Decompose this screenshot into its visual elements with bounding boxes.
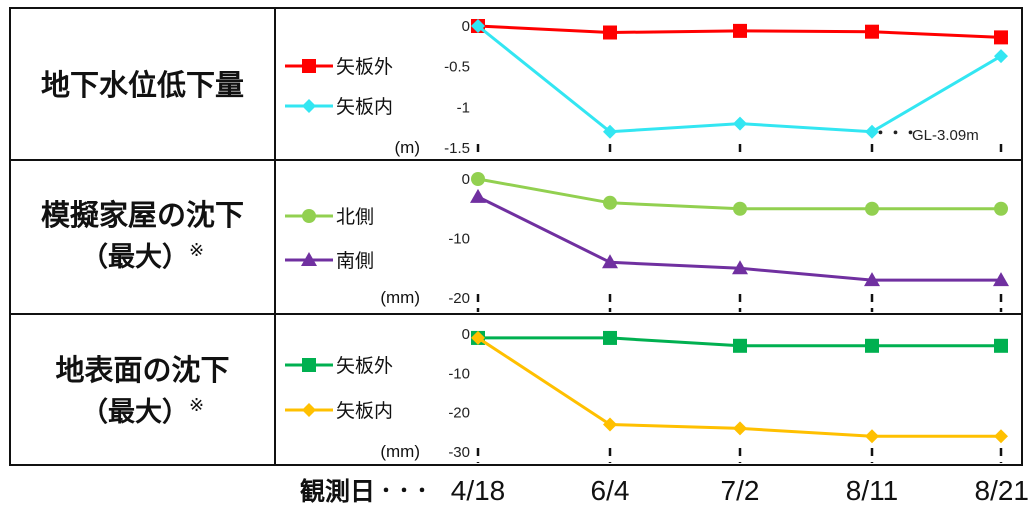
data-point <box>471 172 485 186</box>
annotation: ・・・GL-3.09m <box>873 125 979 144</box>
series-2 <box>471 19 1008 139</box>
y-tick-label: -0.5 <box>444 59 470 76</box>
data-point <box>733 201 747 216</box>
data-point <box>733 338 747 353</box>
y-tick-label: -20 <box>448 290 470 307</box>
data-point <box>733 421 747 436</box>
data-point <box>994 429 1008 444</box>
panel-title: 地表面の沈下 <box>55 353 229 387</box>
data-point <box>994 49 1008 64</box>
series-1 <box>471 172 1008 216</box>
legend-marker <box>302 358 316 372</box>
panel-title: 地下水位低下量 <box>41 68 244 102</box>
data-point <box>865 201 879 216</box>
legend-label: 北側 <box>336 206 374 228</box>
panel-title: 模擬家屋の沈下 <box>41 198 244 232</box>
data-point <box>603 330 617 345</box>
x-axis-title: 観測日 <box>300 477 375 506</box>
panel-frames <box>9 7 1023 466</box>
x-tick-label: 4/18 <box>451 475 506 506</box>
y-unit-label: (m) <box>395 138 420 157</box>
y-unit-label: (mm) <box>380 288 420 307</box>
legend-entry-2: 矢板内 <box>285 96 393 118</box>
legend-entry-2: 南側 <box>285 250 374 272</box>
x-tick-label: 7/2 <box>721 475 760 506</box>
x-tick-label: 8/21 <box>975 475 1030 506</box>
panel-title-1: 地下水位低下量 <box>41 68 244 102</box>
legend-label: 矢板内 <box>336 400 393 422</box>
data-point <box>733 116 747 131</box>
data-point <box>865 124 879 139</box>
plot-areas: 0-0.5-1-1.5(m)矢板外矢板内・・・GL-3.09m0-10-20(m… <box>285 18 1009 463</box>
y-tick-label: 0 <box>462 18 470 35</box>
y-tick-label: -20 <box>448 405 470 422</box>
panel-subtitle-text: （最大） <box>81 397 189 428</box>
series-line <box>477 24 1002 134</box>
annotation-label: GL-3.09m <box>912 127 979 144</box>
data-point <box>603 25 617 40</box>
data-point <box>471 19 485 33</box>
y-unit-label: (mm) <box>380 442 420 461</box>
data-point <box>603 195 617 210</box>
outer-frame <box>9 7 1023 466</box>
legend-label: 矢板内 <box>336 96 393 118</box>
data-point <box>603 124 617 139</box>
legend-marker <box>302 209 316 223</box>
y-tick-label: -10 <box>448 231 470 248</box>
x-tick-label: 6/4 <box>591 475 630 506</box>
legend-label: 矢板外 <box>336 56 393 78</box>
x-tick-label: 8/11 <box>846 475 898 506</box>
series-2 <box>471 330 1008 444</box>
legend-marker <box>302 403 316 417</box>
y-tick-label: -1.5 <box>444 140 470 157</box>
y-tick-label: -30 <box>448 444 470 461</box>
data-point <box>602 254 618 269</box>
legend-marker <box>302 59 316 73</box>
legend-marker <box>302 99 316 113</box>
data-point <box>471 330 485 345</box>
legend-entry-2: 矢板内 <box>285 400 393 422</box>
y-tick-label: -1 <box>457 99 470 116</box>
panel-subtitle-text: （最大） <box>81 242 189 273</box>
data-point <box>732 260 748 275</box>
panel-title-2: 模擬家屋の沈下 （最大）※ <box>41 198 244 273</box>
legend-label: 矢板外 <box>336 355 393 377</box>
panel-subtitle: （最大）※ <box>81 240 204 273</box>
data-point <box>994 30 1008 45</box>
x-axis: 観測日 ・・・ 4/18 6/4 7/2 8/11 8/21 <box>300 475 1029 506</box>
legend-label: 南側 <box>336 250 374 272</box>
panel-title-3: 地表面の沈下 （最大）※ <box>55 353 229 428</box>
data-point <box>733 23 747 38</box>
y-tick-label: 0 <box>462 171 470 188</box>
y-tick-label: -10 <box>448 365 470 382</box>
panel-title-note: ※ <box>189 240 204 261</box>
data-point <box>865 24 879 39</box>
y-tick-label: 0 <box>462 326 470 343</box>
data-point <box>994 201 1008 216</box>
annotation-dots: ・・・ <box>873 125 918 142</box>
panel-subtitle: （最大）※ <box>81 395 204 428</box>
data-point <box>864 272 880 287</box>
data-point <box>994 338 1008 353</box>
x-axis-dots: ・・・ <box>377 481 431 502</box>
legend-entry-1: 北側 <box>285 206 374 228</box>
legend-entry-1: 矢板外 <box>285 56 393 78</box>
legend-marker <box>301 252 317 266</box>
series-2 <box>470 188 1009 287</box>
series-1 <box>471 330 1008 353</box>
series-1 <box>471 19 1008 45</box>
data-point <box>865 338 879 353</box>
data-point <box>865 429 879 444</box>
legend-entry-1: 矢板外 <box>285 355 393 377</box>
data-point <box>993 272 1009 287</box>
data-point <box>603 417 617 432</box>
data-point <box>470 188 486 203</box>
panel-title-note: ※ <box>189 395 204 416</box>
